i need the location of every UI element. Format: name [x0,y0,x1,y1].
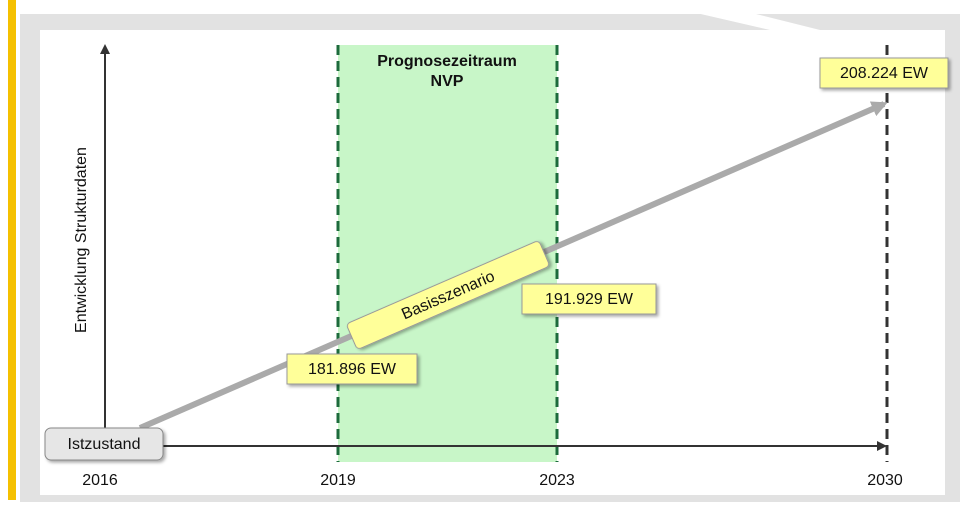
accent-bar [8,0,16,500]
label-box [286,353,418,385]
label-box [346,241,550,349]
label-box [819,57,949,89]
year-label: 2030 [867,472,903,489]
label-box [521,283,657,315]
value-label: 208.224 EW [840,65,929,82]
value-label: 181.896 EW [308,361,397,378]
year-label: 2016 [82,472,118,489]
year-label: 2023 [539,472,575,489]
forecast-title: Prognosezeitraum [377,53,517,70]
value-label: 191.929 EW [545,291,634,308]
year-label: 2019 [320,472,356,489]
current-state-text: Istzustand [68,436,141,453]
forecast-title: NVP [431,73,464,90]
y-axis-label: Entwicklung Strukturdaten [73,147,90,333]
current-state-box [44,427,164,461]
decoration [640,0,820,30]
